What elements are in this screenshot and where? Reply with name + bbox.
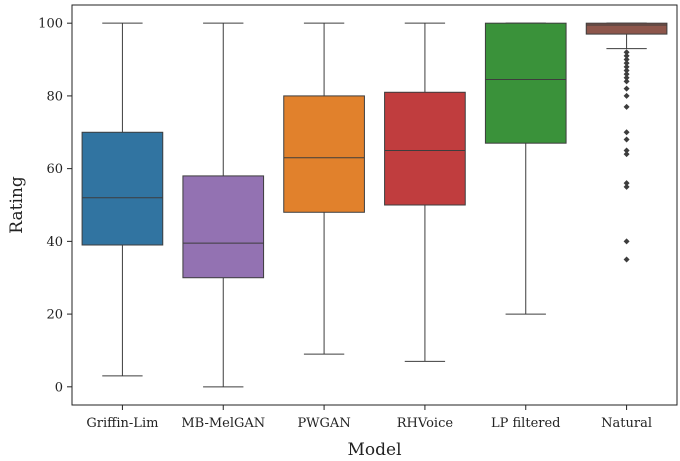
x-axis: Griffin-Lim MB-MelGAN PWGAN RHVoice LP filte… xyxy=(86,405,652,431)
box-body xyxy=(385,92,466,205)
y-tick-label: 40 xyxy=(46,235,63,250)
x-tick-label: PWGAN xyxy=(297,416,350,431)
y-tick-label: 100 xyxy=(38,17,63,32)
box-body xyxy=(82,132,163,245)
y-axis-label: Rating xyxy=(7,176,27,234)
x-tick-label: LP filtered xyxy=(491,416,561,431)
box-body xyxy=(183,176,264,278)
x-tick-label: Griffin-Lim xyxy=(86,416,158,431)
x-tick-label: Natural xyxy=(601,416,652,431)
x-axis-label: Model xyxy=(347,440,401,460)
box-body xyxy=(284,96,365,212)
x-tick-label: MB-MelGAN xyxy=(181,416,265,431)
y-tick-label: 20 xyxy=(46,308,63,323)
y-tick-label: 80 xyxy=(46,89,63,104)
y-tick-label: 60 xyxy=(46,162,63,177)
box-body xyxy=(485,23,566,143)
y-axis: 0 20 40 60 80 100 xyxy=(38,17,72,396)
x-tick-label: RHVoice xyxy=(397,416,454,431)
y-tick-label: 0 xyxy=(55,380,63,395)
